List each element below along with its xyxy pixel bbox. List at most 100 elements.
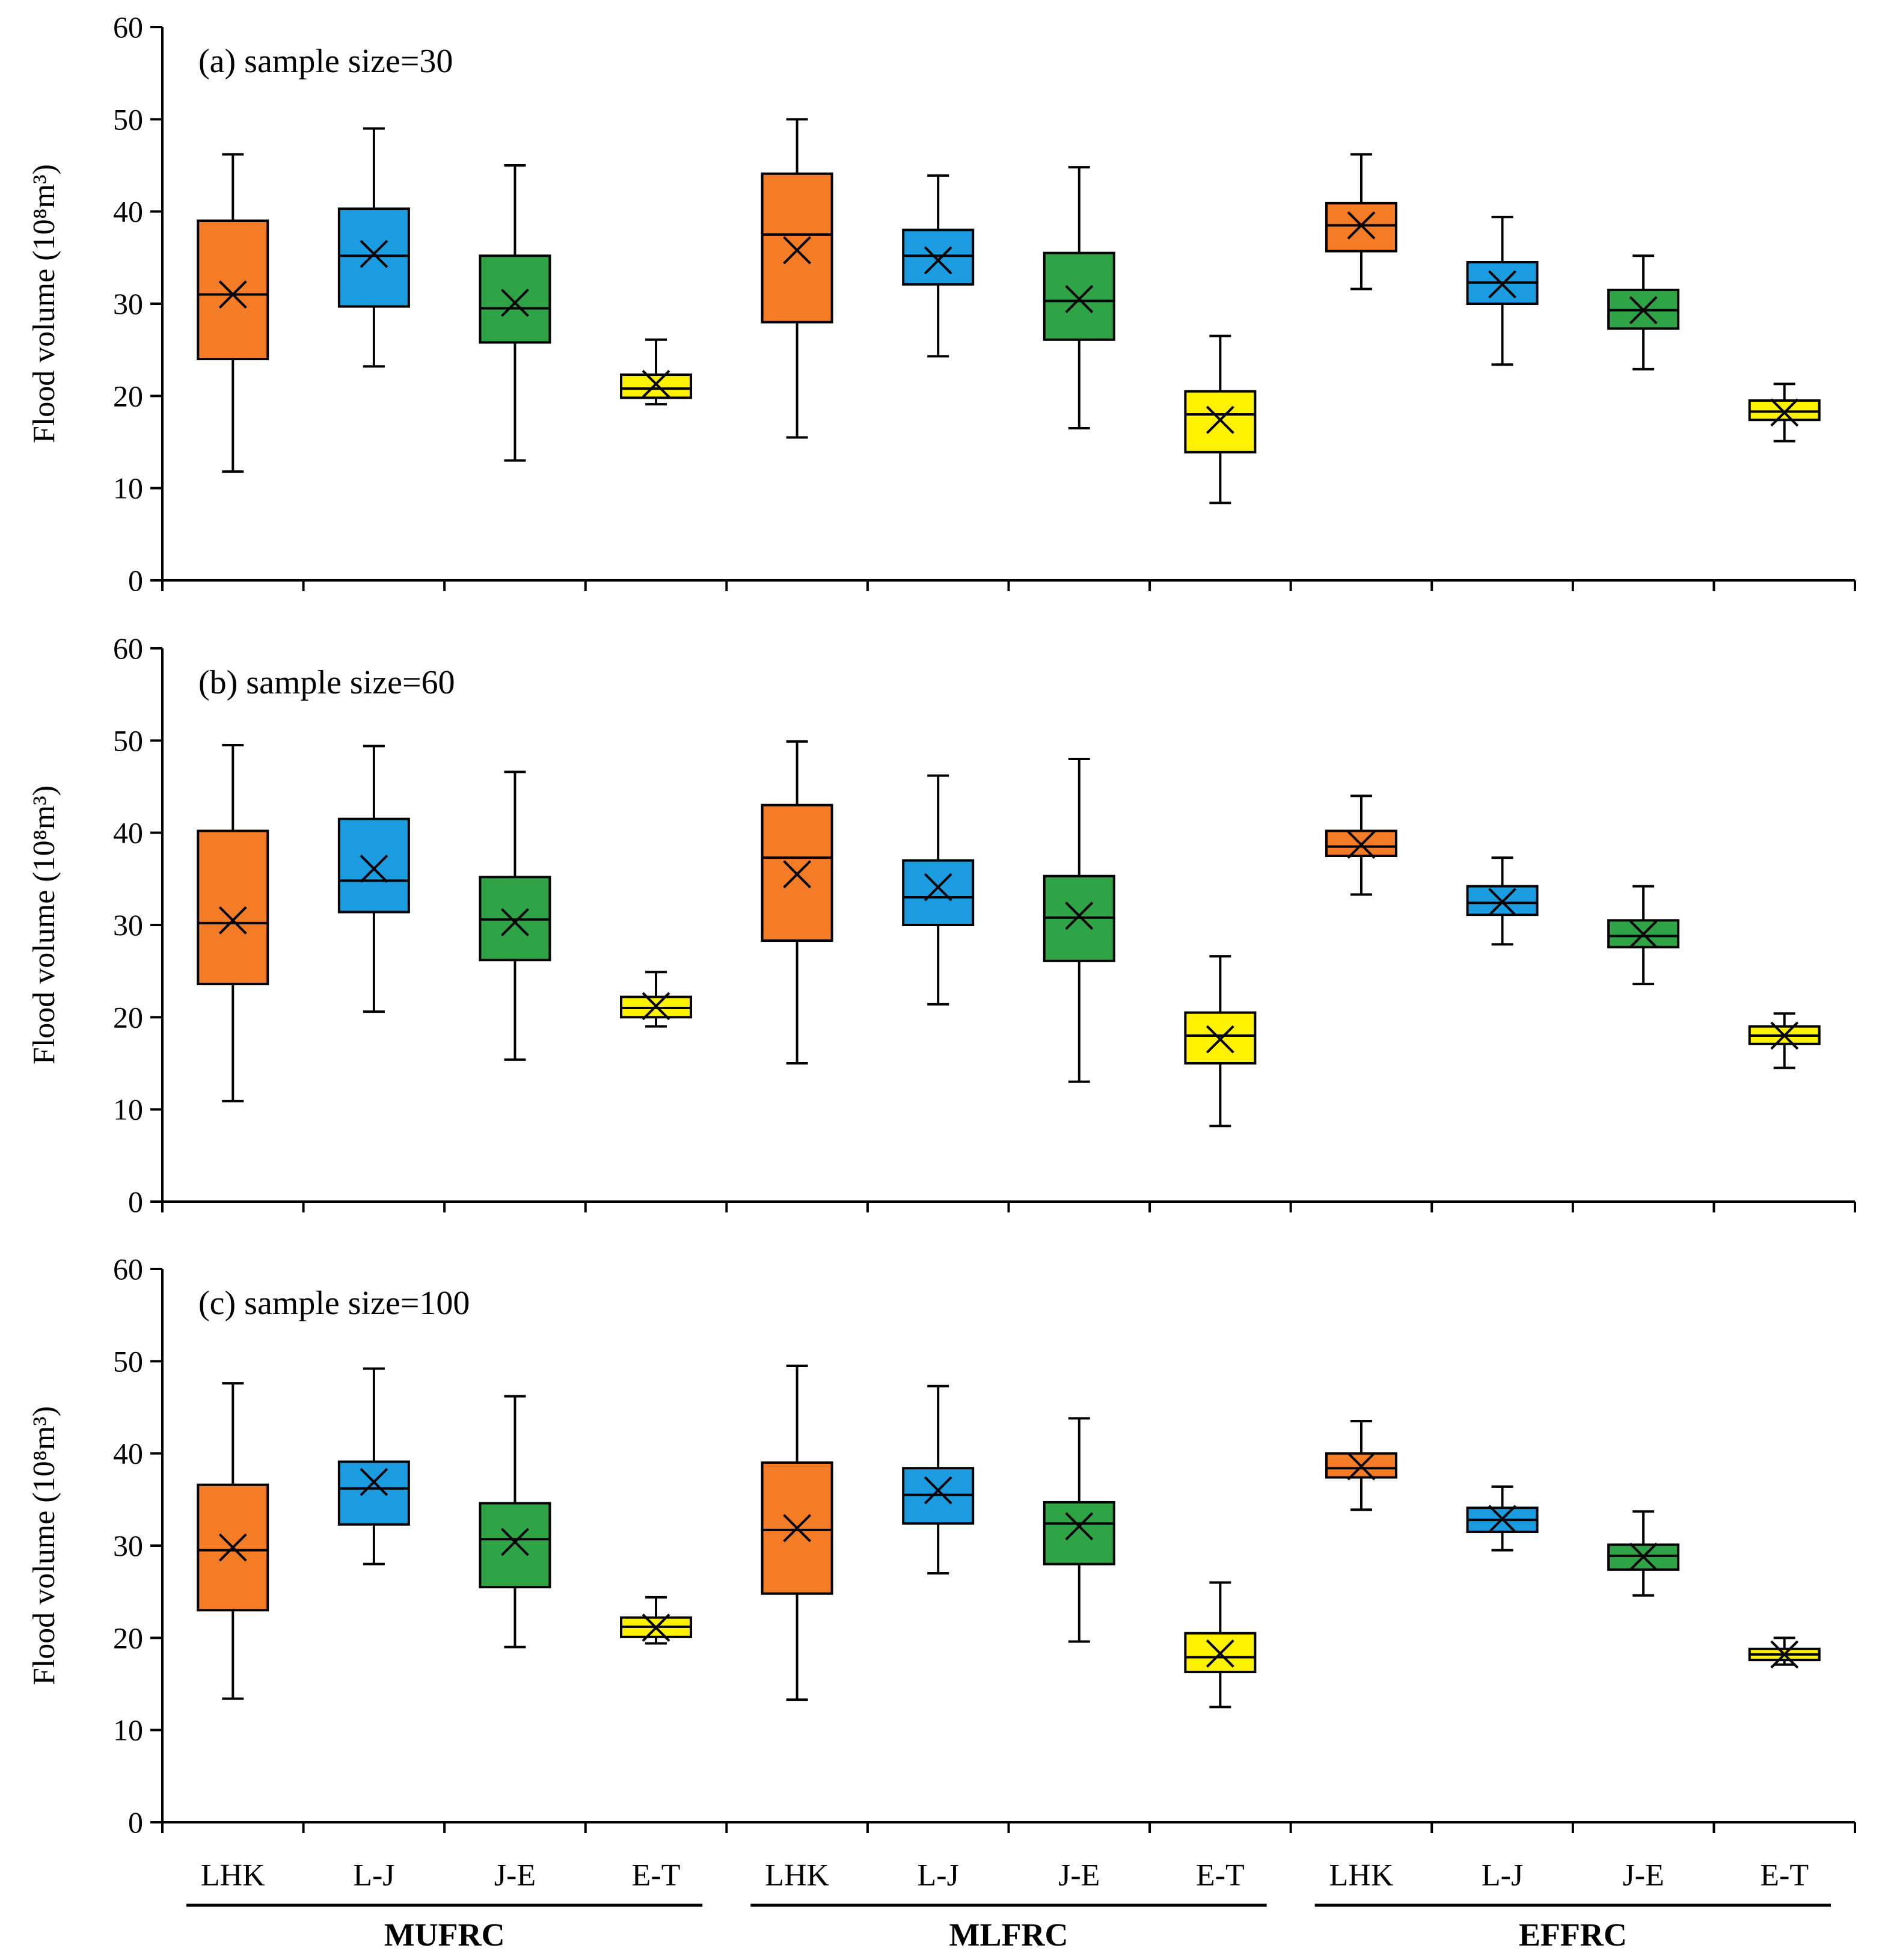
- iqr-box: [1184, 390, 1257, 453]
- mean-marker: [360, 855, 388, 883]
- x-category-label: J-E: [494, 1858, 536, 1893]
- iqr-box: [620, 373, 693, 399]
- box-lhk-9: [1325, 794, 1397, 896]
- y-tick-label: 30: [113, 1529, 143, 1562]
- y-axis-label: Flood volume (10⁸m³): [27, 164, 61, 443]
- x-category-label: LHK: [201, 1858, 265, 1893]
- box-e-t-4: [620, 971, 693, 1028]
- x-category-label: LHK: [1329, 1858, 1394, 1893]
- group-label-mufrc: MUFRC: [384, 1917, 505, 1953]
- y-tick-label: 50: [113, 102, 143, 136]
- mean-marker: [1065, 1512, 1094, 1541]
- box-e-t-12: [1748, 1012, 1821, 1069]
- box-e-t-4: [620, 1596, 693, 1645]
- mean-marker: [1206, 1639, 1234, 1668]
- mean-marker: [642, 1614, 670, 1642]
- box-lhk-5: [761, 740, 833, 1064]
- y-axis-label: Flood volume (10⁸m³): [27, 1406, 61, 1685]
- box-l-j-6: [902, 174, 975, 358]
- y-tick-label: 40: [113, 1437, 143, 1470]
- box-e-t-4: [620, 338, 693, 406]
- box-e-t-12: [1748, 1636, 1821, 1669]
- box-lhk-1: [197, 1382, 269, 1700]
- y-tick-label: 50: [113, 723, 143, 757]
- box-lhk-5: [761, 1365, 833, 1701]
- iqr-box: [479, 254, 551, 344]
- x-category-label: E-T: [632, 1858, 681, 1893]
- box-l-j-6: [902, 1384, 975, 1574]
- y-tick-label: 30: [113, 908, 143, 942]
- y-tick-label: 10: [113, 1713, 143, 1747]
- mean-marker: [1629, 920, 1658, 948]
- box-j-e-11: [1607, 885, 1680, 986]
- mean-marker: [642, 992, 670, 1021]
- y-tick-label: 10: [113, 472, 143, 505]
- group-label-mlfrc: MLFRC: [949, 1917, 1068, 1953]
- mean-marker: [783, 236, 812, 265]
- iqr-box: [1043, 251, 1115, 341]
- panel-title: (a) sample size=30: [198, 43, 453, 80]
- mean-marker: [501, 1528, 529, 1556]
- mean-marker: [924, 1476, 952, 1505]
- mean-marker: [1347, 1452, 1376, 1481]
- box-lhk-1: [197, 744, 269, 1102]
- x-category-label: L-J: [918, 1858, 959, 1893]
- mean-marker: [1770, 1640, 1799, 1669]
- iqr-box: [761, 172, 833, 324]
- iqr-box: [1748, 399, 1821, 422]
- y-tick-label: 10: [113, 1093, 143, 1126]
- box-e-t-8: [1184, 334, 1257, 505]
- iqr-box: [337, 1460, 410, 1526]
- y-tick-label: 40: [113, 195, 143, 229]
- mean-marker: [1488, 270, 1516, 299]
- mean-marker: [1770, 1021, 1799, 1050]
- mean-marker: [501, 289, 529, 317]
- mean-marker: [1488, 1505, 1516, 1533]
- box-j-e-3: [479, 1395, 551, 1648]
- group-label-effrc: EFFRC: [1519, 1917, 1627, 1953]
- y-tick-label: 60: [113, 10, 143, 44]
- box-j-e-11: [1607, 254, 1680, 370]
- y-tick-label: 50: [113, 1344, 143, 1378]
- mean-marker: [1347, 831, 1376, 859]
- iqr-box: [902, 859, 975, 926]
- box-j-e-7: [1043, 758, 1115, 1083]
- iqr-box: [761, 1461, 833, 1595]
- box-lhk-5: [761, 118, 833, 439]
- x-category-label: E-T: [1196, 1858, 1245, 1893]
- x-category-label: L-J: [1482, 1858, 1523, 1893]
- y-tick-label: 0: [128, 564, 143, 597]
- y-tick-label: 0: [128, 1185, 143, 1218]
- mean-marker: [1629, 1542, 1658, 1571]
- box-e-t-8: [1184, 955, 1257, 1128]
- iqr-box: [197, 829, 269, 986]
- box-l-j-6: [902, 774, 975, 1006]
- y-tick-label: 20: [113, 1621, 143, 1654]
- box-e-t-12: [1748, 382, 1821, 443]
- mean-marker: [1629, 296, 1658, 325]
- mean-marker: [924, 873, 952, 902]
- y-tick-label: 40: [113, 816, 143, 850]
- y-tick-label: 30: [113, 287, 143, 321]
- mean-marker: [360, 239, 388, 268]
- panel-3: 0 10 20 30 40 50 60 Flood volume (10⁸m³) (c) sam…: [27, 1252, 1856, 1953]
- iqr-box: [337, 207, 410, 308]
- box-l-j-10: [1466, 856, 1539, 946]
- mean-marker: [501, 908, 529, 936]
- x-category-label: L-J: [353, 1858, 394, 1893]
- mean-marker: [360, 1467, 388, 1496]
- box-lhk-9: [1325, 153, 1397, 290]
- box-j-e-3: [479, 164, 551, 462]
- iqr-box: [1325, 201, 1397, 253]
- mean-marker: [1488, 888, 1516, 917]
- mean-marker: [1206, 405, 1234, 434]
- box-j-e-11: [1607, 1510, 1680, 1597]
- mean-marker: [218, 906, 247, 935]
- x-category-label: J-E: [1058, 1858, 1100, 1893]
- mean-marker: [783, 1514, 812, 1543]
- box-lhk-9: [1325, 1420, 1397, 1511]
- box-l-j-2: [337, 127, 410, 368]
- iqr-box: [479, 1502, 551, 1588]
- y-tick-label: 60: [113, 1252, 143, 1286]
